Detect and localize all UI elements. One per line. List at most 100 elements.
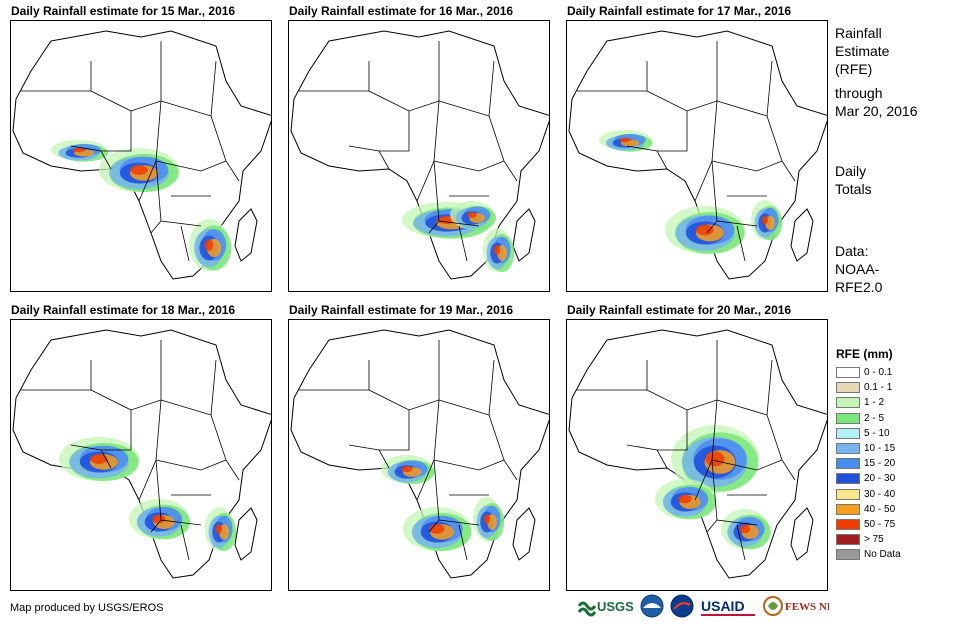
fewsnet-logo: FEWS NET [763,596,829,616]
data-line-3: RFE2.0 [835,279,883,295]
legend-title: RFE (mm) [836,347,893,361]
legend-swatch [836,503,860,515]
rainfall-patch [619,137,631,143]
country-border [379,111,410,152]
legend-label: 10 - 15 [864,443,896,454]
nasa-logo [670,594,694,618]
country-border [711,459,783,471]
rainfall-patch [678,494,692,504]
legend-swatch [836,473,860,485]
rainfall-patch [401,465,413,473]
country-border [155,459,227,471]
country-border [180,524,190,561]
rainfall-map-3 [566,20,828,292]
side-title-2: Estimate [835,43,890,59]
legend-item: 1 - 2 [836,396,961,411]
partner-logos: USGS USAID FEWS NET [577,592,829,620]
legend-label: 0 - 0.1 [864,367,893,378]
svg-text:USGS: USGS [597,599,634,614]
legend-swatch [836,427,860,439]
country-border [657,111,688,152]
panel-title-5: Daily Rainfall estimate for 19 Mar., 201… [289,303,514,317]
panel-title-4: Daily Rainfall estimate for 18 Mar., 201… [11,303,236,317]
country-border [368,340,440,411]
country-border [433,160,505,172]
legend-label: > 75 [864,534,884,546]
rainfall-map-5 [288,319,550,591]
legend-swatch [836,519,860,530]
country-border [736,225,746,262]
legend-swatch [836,382,860,394]
through-label: through [835,85,883,101]
madagascar-outline [512,507,536,561]
madagascar-outline [790,507,814,561]
legend-item: 10 - 15 [836,442,961,457]
legend-swatch [836,458,860,470]
legend-swatch [836,397,860,409]
country-border [70,444,112,469]
country-border [379,410,410,451]
country-border [711,160,783,172]
legend-label: 20 - 30 [864,473,896,485]
legend-label: 50 - 75 [864,519,896,530]
rainfall-patch [90,454,108,464]
rainfall-patch [761,215,769,225]
svg-text:FEWS NET: FEWS NET [785,601,829,613]
legend-swatch [836,534,860,546]
panel-title-6: Daily Rainfall estimate for 20 Mar., 201… [567,303,792,317]
country-border [70,145,112,170]
country-border [90,340,162,411]
data-line-2: NOAA- [835,261,880,277]
country-border [368,41,440,112]
country-border [101,111,132,152]
country-border [736,524,746,561]
country-border [433,459,505,471]
legend-label: 2 - 5 [864,412,885,424]
country-border [706,220,718,234]
side-title-3: (RFE) [835,61,873,77]
country-border [706,519,718,533]
africa-outline [12,329,271,579]
legend-label: No Data [864,549,901,561]
country-border [101,410,132,451]
rainfall-patch [215,524,223,534]
legend-item: 0.1 - 1 [836,381,961,396]
noaa-logo [640,594,664,618]
legend-item: 50 - 75 [836,518,961,533]
rainfall-patch [696,224,714,236]
rainfall-map-6 [566,319,828,591]
country-border [626,444,668,469]
totals-line-2: Totals [835,181,872,197]
rainfall-map-1 [10,20,272,292]
legend-label: 40 - 50 [864,503,896,515]
rainfall-patch [152,514,166,524]
country-border [646,41,718,112]
legend-item: 2 - 5 [836,412,961,427]
country-border [150,519,162,533]
country-border [428,220,440,234]
legend-item: 40 - 50 [836,503,961,518]
legend-label: 5 - 10 [864,427,890,439]
legend-label: 15 - 20 [864,458,896,470]
svg-text:USAID: USAID [701,598,745,614]
country-border [90,41,162,112]
legend-label: 0.1 - 1 [864,382,893,394]
rainfall-map-4 [10,319,272,591]
country-border [155,160,227,172]
map-credit: Map produced by USGS/EROS [10,602,164,614]
legend-item: 5 - 10 [836,427,961,442]
legend-item: 20 - 30 [836,472,961,487]
country-border [348,145,390,170]
country-border [646,340,718,411]
rainfall-patch [467,211,477,219]
rainfall-patch [705,451,725,467]
side-title-1: Rainfall [835,25,882,41]
rainfall-patch [739,524,751,534]
data-line-1: Data: [835,243,869,259]
madagascar-outline [234,507,258,561]
legend-item: 15 - 20 [836,457,961,472]
rainfall-patch [204,239,214,251]
rainfall-patch [483,514,491,524]
country-border [428,519,440,533]
rainfall-patch [493,245,501,255]
